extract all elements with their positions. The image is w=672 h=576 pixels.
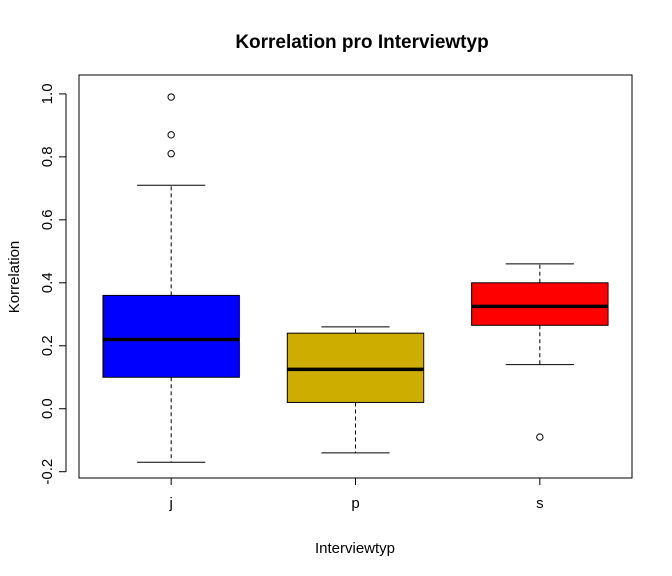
y-axis-label: Korrelation <box>6 241 23 314</box>
y-tick-label: 0.6 <box>39 209 56 230</box>
outlier-point <box>167 131 175 139</box>
y-tick-label: 0.0 <box>39 398 56 419</box>
box-p <box>286 326 425 454</box>
y-tick-label: 0.2 <box>39 335 56 356</box>
y-tick-label: 0.8 <box>39 146 56 167</box>
x-tick-label: j <box>168 495 172 512</box>
y-tick-label: 0.4 <box>39 272 56 293</box>
y-tick-label: 1.0 <box>39 83 56 104</box>
x-tick-label: s <box>536 495 544 512</box>
outlier-point <box>167 150 175 158</box>
y-tick-label: -0.2 <box>39 459 56 485</box>
outlier-point <box>536 433 544 441</box>
box-j <box>102 93 240 463</box>
iqr-box <box>471 282 609 326</box>
outlier-point <box>167 93 175 101</box>
box-s <box>471 263 609 441</box>
x-tick-label: p <box>351 495 359 512</box>
boxes-layer <box>102 93 609 463</box>
chart-title: Korrelation pro Interviewtyp <box>235 32 488 53</box>
iqr-box <box>102 294 240 378</box>
x-axis-label: Interviewtyp <box>315 540 395 557</box>
y-axis: -0.2 0.0 0.2 0.4 0.6 0.8 1.0 <box>39 83 67 485</box>
